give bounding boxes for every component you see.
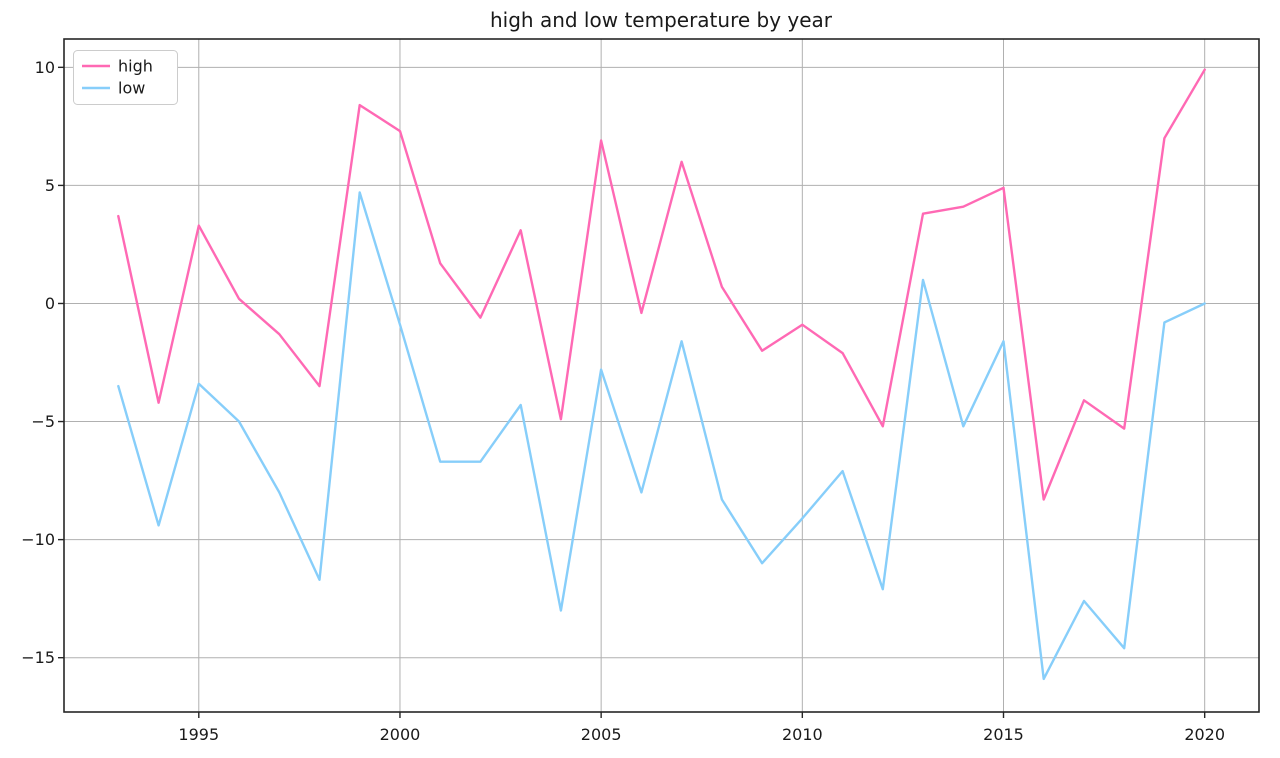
tick-layer: 1995 2000 2005 2010 2015 2020 −15 −10 −5 0 5 10 [21, 58, 1225, 744]
y-tick-label--5: −5 [31, 412, 55, 431]
legend: high low [73, 50, 178, 105]
y-tick-label--15: −15 [21, 648, 55, 667]
x-tick-label-1995: 1995 [178, 725, 219, 744]
x-tick-label-2015: 2015 [983, 725, 1024, 744]
x-tick-label-2020: 2020 [1184, 725, 1225, 744]
axes-spines [63, 38, 1260, 713]
x-tick-label-2010: 2010 [782, 725, 823, 744]
x-tick-label-2005: 2005 [581, 725, 622, 744]
legend-label-low: low [118, 79, 145, 98]
grid-layer [64, 39, 1259, 712]
legend-box [73, 50, 178, 105]
legend-label-high: high [118, 57, 153, 76]
chart-title: high and low temperature by year [490, 8, 833, 32]
series-line-low [117, 191, 1206, 681]
x-tick-label-2000: 2000 [380, 725, 421, 744]
series-layer [117, 68, 1206, 681]
y-tick-label-5: 5 [45, 176, 55, 195]
y-tick-label-0: 0 [45, 294, 55, 313]
y-tick-label--10: −10 [21, 530, 55, 549]
series-line-high [117, 68, 1206, 501]
y-tick-label-10: 10 [35, 58, 55, 77]
